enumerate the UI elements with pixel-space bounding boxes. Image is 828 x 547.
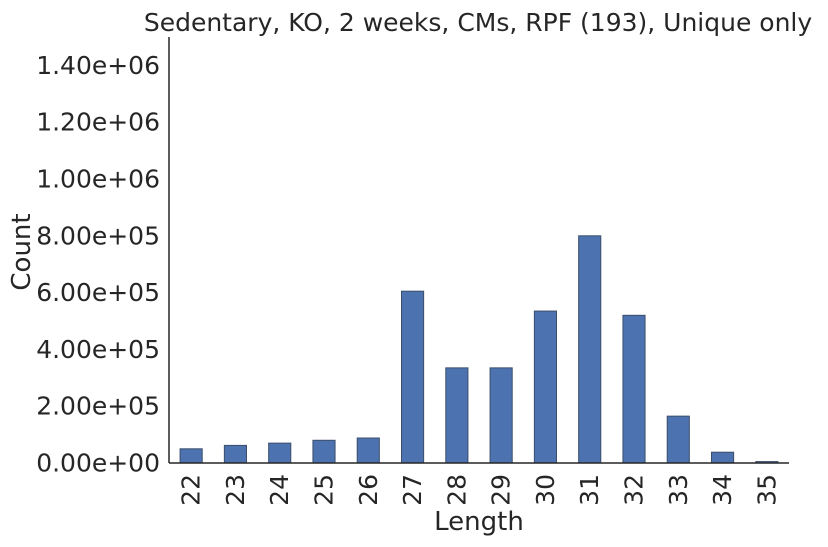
bar-31	[578, 235, 602, 464]
x-tick-label-22: 22	[177, 474, 206, 506]
x-tick-label-23: 23	[221, 474, 250, 506]
bar-27	[401, 290, 425, 464]
x-tick-label-24: 24	[265, 474, 294, 506]
x-axis-label: Length	[434, 507, 524, 537]
y-axis-label: Count	[7, 213, 37, 290]
x-tick-label-26: 26	[354, 474, 383, 506]
y-tick-label: 2.00e+05	[36, 392, 160, 421]
x-tick-label-35: 35	[752, 474, 781, 506]
bar-23	[223, 444, 247, 464]
bar-25	[312, 439, 336, 464]
x-tick-label-34: 34	[708, 474, 737, 506]
y-tick-label: 1.40e+06	[36, 51, 160, 80]
x-tick-label-31: 31	[575, 474, 604, 506]
x-axis-ticks: 22 23 24 25 26 27 28 29 30 31 32 33 34 35	[177, 474, 782, 506]
x-tick-label-32: 32	[620, 474, 649, 506]
y-tick-label: 8.00e+05	[36, 221, 160, 250]
bar-24	[268, 442, 292, 464]
bar-33	[666, 415, 690, 464]
bar-26	[356, 437, 380, 464]
y-tick-label: 6.00e+05	[36, 278, 160, 307]
bar-28	[445, 367, 469, 464]
bar-34	[711, 451, 735, 464]
x-tick-label-33: 33	[664, 474, 693, 506]
bars-group	[179, 235, 779, 464]
chart-title: Sedentary, KO, 2 weeks, CMs, RPF (193), …	[144, 8, 813, 37]
x-tick-label-30: 30	[531, 474, 560, 506]
y-tick-label: 1.20e+06	[36, 108, 160, 137]
bar-30	[533, 310, 557, 464]
x-tick-label-28: 28	[442, 474, 471, 506]
bar-29	[489, 367, 513, 464]
x-tick-label-29: 29	[487, 474, 516, 506]
bar-32	[622, 314, 646, 464]
y-axis-ticks: 0.00e+00 2.00e+05 4.00e+05 6.00e+05 8.00e+05…	[36, 51, 160, 478]
x-tick-label-25: 25	[310, 474, 339, 506]
x-tick-label-27: 27	[398, 474, 427, 506]
y-tick-label: 0.00e+00	[36, 449, 160, 478]
y-tick-label: 4.00e+05	[36, 335, 160, 364]
bar-22	[179, 448, 203, 464]
y-tick-label: 1.00e+06	[36, 165, 160, 194]
